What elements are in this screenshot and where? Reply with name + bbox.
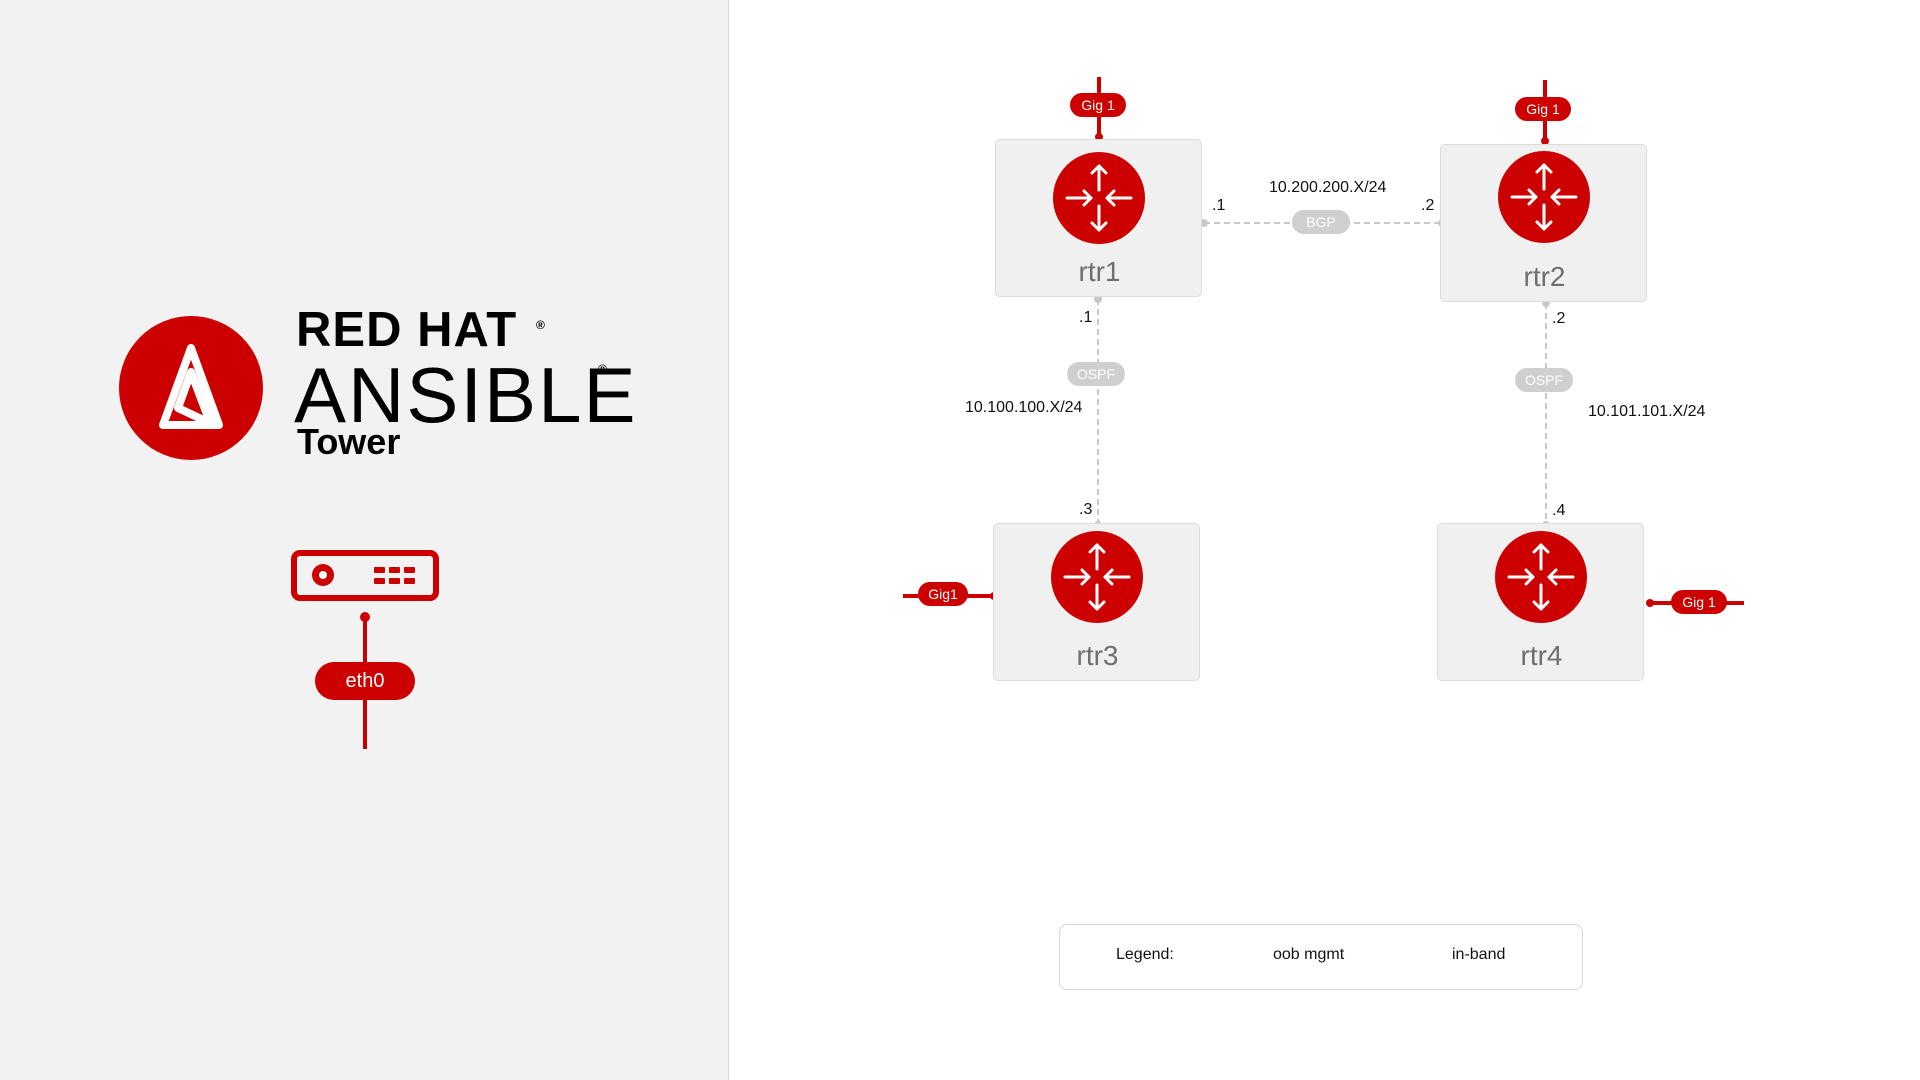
legend-inband-label: in-band	[1452, 946, 1506, 963]
router-arrows-icon	[1053, 152, 1145, 244]
brand-ansible-reg: ®	[598, 362, 607, 376]
router-name: rtr4	[1520, 640, 1563, 671]
router-rtr1[interactable]: rtr1	[995, 139, 1202, 297]
ospf-right-rtr4-ip: .4	[1552, 502, 1566, 519]
ospf-right-subnet-label: 10.101.101.X/24	[1588, 403, 1706, 420]
router-name: rtr3	[1076, 640, 1119, 671]
tower-panel	[0, 0, 729, 1080]
ospf-right-protocol-pill: OSPF	[1515, 368, 1573, 392]
router-arrows-icon	[1495, 531, 1587, 623]
rtr3-gig-pill: Gig1	[918, 582, 968, 606]
rtr2-gig-pill: Gig 1	[1515, 97, 1571, 121]
rtr4-gig-pill: Gig 1	[1671, 590, 1727, 614]
router-arrows-icon	[1498, 151, 1590, 243]
rtr1-gig-pill: Gig 1	[1070, 93, 1126, 117]
ospf-left-rtr1-ip: .1	[1079, 309, 1093, 326]
router-arrows-icon	[1051, 531, 1143, 623]
brand-tower: Tower	[297, 421, 401, 462]
eth0-interface-pill: eth0	[315, 662, 415, 700]
ospf-left-rtr3-ip: .3	[1079, 501, 1093, 518]
router-name: rtr2	[1523, 261, 1566, 292]
ansible-logo-icon	[119, 316, 263, 460]
ospf-left-subnet-label: 10.100.100.X/24	[965, 399, 1083, 416]
ospf-left-link	[1094, 295, 1102, 529]
router-name: rtr1	[1078, 256, 1121, 287]
legend-title: Legend:	[1116, 946, 1174, 963]
router-rtr3[interactable]: rtr3	[993, 523, 1200, 681]
router-rtr4[interactable]: rtr4	[1437, 523, 1644, 681]
ospf-right-link	[1542, 299, 1550, 529]
router-rtr2[interactable]: rtr2	[1440, 144, 1647, 302]
brand-red-hat-reg: ®	[536, 318, 545, 332]
bgp-subnet-label: 10.200.200.X/24	[1269, 179, 1387, 196]
ospf-right-rtr2-ip: .2	[1552, 310, 1566, 327]
brand-red-hat: RED HAT	[296, 303, 518, 357]
bgp-rtr2-ip: .2	[1421, 197, 1435, 214]
legend	[1059, 924, 1583, 990]
ospf-left-protocol-pill: OSPF	[1067, 362, 1125, 386]
legend-oob-label: oob mgmt	[1273, 946, 1345, 963]
bgp-rtr1-ip: .1	[1212, 197, 1226, 214]
server-icon	[291, 550, 439, 601]
brand-ansible: ANSIBLE	[294, 351, 638, 439]
bgp-protocol-pill: BGP	[1292, 210, 1350, 234]
